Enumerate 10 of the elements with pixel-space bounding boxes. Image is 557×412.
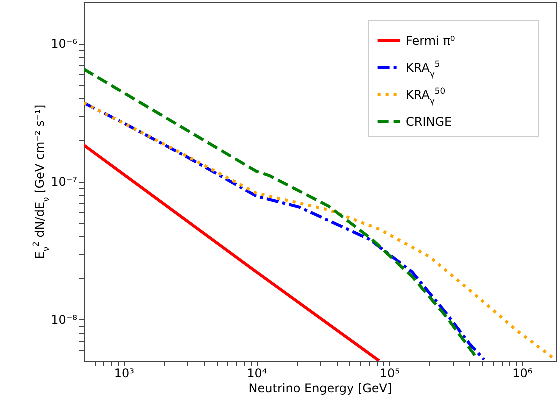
x-tick-label: 10³ [114,366,135,380]
x-tick-label: 10⁵ [380,366,400,380]
y-tick-label: 10⁻⁶ [51,37,78,52]
legend-label: Fermi π⁰ [406,34,456,48]
y-tick-label: 10⁻⁸ [51,312,78,327]
x-tick-label: 10⁶ [512,366,533,380]
x-axis-title: Neutrino Engergy [GeV] [248,382,392,396]
x-tick-label: 10⁴ [247,366,268,380]
y-tick-label: 10⁻⁷ [51,175,78,189]
legend-label: CRINGE [406,115,452,129]
